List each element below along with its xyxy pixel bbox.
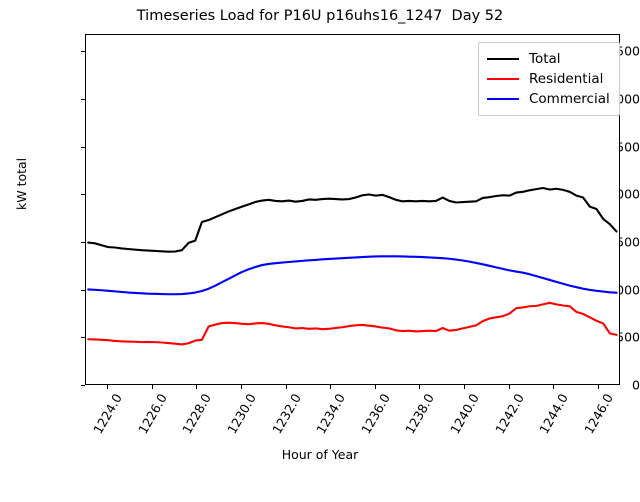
plot-lines	[87, 186, 618, 346]
legend-swatch-commercial	[487, 98, 519, 100]
chart-figure: Timeseries Load for P16U p16uhs16_1247 D…	[14, 8, 640, 462]
x-tick-mark	[241, 385, 243, 389]
chart-legend: Total Residential Commercial	[478, 42, 620, 116]
x-tick-mark	[553, 385, 555, 389]
chart-title: Timeseries Load for P16U p16uhs16_1247 D…	[136, 8, 504, 24]
x-tick-mark	[597, 385, 599, 389]
legend-label: Commercial	[529, 91, 610, 107]
y-tick-mark	[81, 337, 85, 339]
x-tick-mark	[374, 385, 376, 389]
y-tick-mark	[81, 241, 85, 243]
y-tick-mark	[81, 51, 85, 53]
legend-swatch-total	[487, 58, 519, 60]
series-line-residential	[87, 301, 618, 346]
x-tick-mark	[196, 385, 198, 389]
series-line-commercial	[87, 255, 618, 296]
legend-swatch-residential	[487, 78, 519, 80]
y-axis-label: kW total	[14, 157, 29, 210]
legend-label: Residential	[529, 71, 604, 87]
series-line-total	[87, 186, 618, 253]
x-tick-mark	[419, 385, 421, 389]
x-tick-mark	[508, 385, 510, 389]
legend-item-residential[interactable]: Residential	[487, 69, 610, 89]
y-tick-mark	[81, 98, 85, 100]
y-tick-mark	[81, 289, 85, 291]
y-tick-label: 0	[632, 377, 640, 393]
x-tick-mark	[107, 385, 109, 389]
legend-label: Total	[529, 51, 561, 67]
x-tick-mark	[285, 385, 287, 389]
x-tick-mark	[151, 385, 153, 389]
legend-item-total[interactable]: Total	[487, 49, 610, 69]
x-axis-label: Hour of Year	[281, 447, 359, 462]
y-tick-mark	[81, 385, 85, 386]
x-tick-mark	[330, 385, 332, 389]
y-tick-mark	[81, 146, 85, 148]
legend-item-commercial[interactable]: Commercial	[487, 89, 610, 109]
y-tick-mark	[81, 194, 85, 196]
x-tick-mark	[463, 385, 465, 389]
